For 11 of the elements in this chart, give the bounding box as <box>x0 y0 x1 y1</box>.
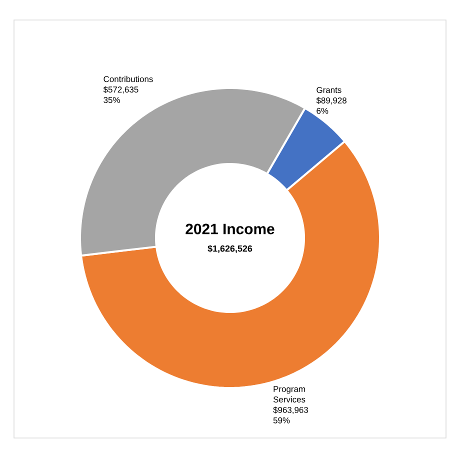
data-label: $572,635 <box>103 86 138 94</box>
text: 59% <box>273 417 290 424</box>
text: 2021 Income <box>186 224 274 234</box>
text: $1,626,526 <box>208 244 252 254</box>
text: 35% <box>104 97 120 103</box>
slice-label: Grants <box>316 86 342 93</box>
slice-label: Contributions <box>104 76 153 82</box>
data-label: $89,928 <box>316 97 346 104</box>
text: 6% <box>316 108 328 114</box>
data-label: $963,963 <box>273 406 308 414</box>
slice-label: Program Services <box>273 386 306 402</box>
